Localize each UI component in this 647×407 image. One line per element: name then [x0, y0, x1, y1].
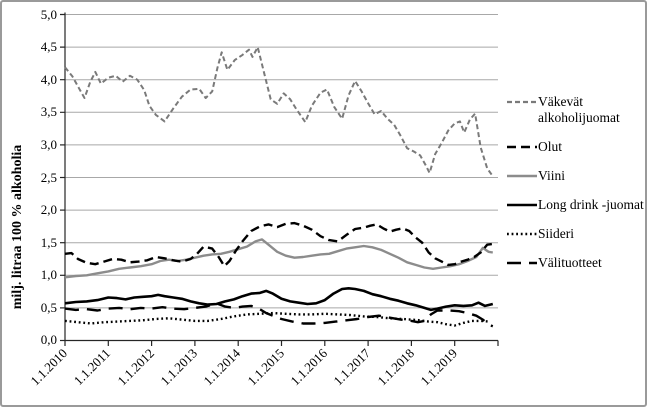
series-line-0: [64, 46, 494, 177]
y-tick-label: 2,0: [41, 202, 57, 217]
y-tick-labels: 5,0 4,5 4,0 3,5 3,0 2,5 2,0 1,5 1,0 0,5 …: [41, 7, 57, 347]
legend-label: Välituotteet: [538, 255, 602, 270]
legend-label: Siideri: [538, 226, 574, 241]
series-line-4: [64, 311, 490, 327]
long-dash-black-line-icon: [507, 261, 537, 265]
x-tick-label: 1.1.2019: [417, 346, 460, 389]
x-tick-label: 1.1.2014: [200, 345, 243, 388]
series-line-5: [64, 302, 494, 328]
legend-item-valituotteet: Välituotteet: [506, 255, 645, 271]
x-tick-label: 1.1.2018: [374, 346, 417, 389]
x-tick-labels: 1.1.2010 1.1.2011 1.1.2012 1.1.2013 1.1.…: [27, 345, 460, 388]
legend-label: Long drink -juomat: [538, 197, 644, 212]
solid-gray-line-icon: [507, 174, 537, 178]
series-line-3: [64, 286, 494, 312]
x-tick-label: 1.1.2011: [71, 346, 113, 388]
y-tick-label: 1,0: [41, 267, 57, 282]
legend-item-vakevat: Väkevät alkoholijuomat: [506, 94, 645, 126]
x-tick-label: 1.1.2017: [330, 345, 373, 388]
legend-item-long-drink: Long drink -juomat: [506, 197, 645, 213]
dashed-gray-line-icon: [507, 100, 537, 104]
y-tick-label: 1,5: [41, 235, 57, 250]
x-tick-label: 1.1.2016: [287, 345, 330, 388]
x-tick-label: 1.1.2015: [244, 346, 287, 389]
y-tick-label: 4,5: [41, 39, 57, 54]
x-tick-label: 1.1.2012: [114, 346, 157, 389]
series-line-2: [64, 238, 493, 279]
legend-label: Olut: [538, 139, 563, 154]
legend: Väkevät alkoholijuomat Olut Viini Long d…: [506, 94, 645, 271]
legend-label: Viini: [538, 168, 565, 183]
legend-label: Väkevät alkoholijuomat: [538, 94, 620, 125]
x-tick-label: 1.1.2013: [157, 346, 200, 389]
data-series: [64, 46, 494, 328]
y-tick-label: 0,0: [41, 332, 57, 347]
legend-item-olut: Olut: [506, 139, 645, 155]
dashed-black-line-icon: [507, 145, 537, 149]
y-tick-label: 4,0: [41, 72, 57, 87]
gridlines: [65, 14, 498, 309]
y-tick-label: 2,5: [41, 170, 57, 185]
y-tick-label: 3,0: [41, 137, 57, 152]
series-line-1: [64, 221, 493, 268]
y-tick-label: 5,0: [41, 7, 57, 22]
y-tick-label: 0,5: [41, 300, 57, 315]
legend-item-siideri: Siideri: [506, 226, 645, 242]
axes: [60, 12, 499, 346]
dotted-black-line-icon: [507, 232, 537, 236]
y-tick-label: 3,5: [41, 104, 57, 119]
solid-black-line-icon: [507, 203, 537, 207]
x-tick-label: 1.1.2010: [27, 346, 70, 389]
legend-item-viini: Viini: [506, 168, 645, 184]
y-axis-title: milj. litraa 100 % alkoholia: [10, 145, 25, 310]
